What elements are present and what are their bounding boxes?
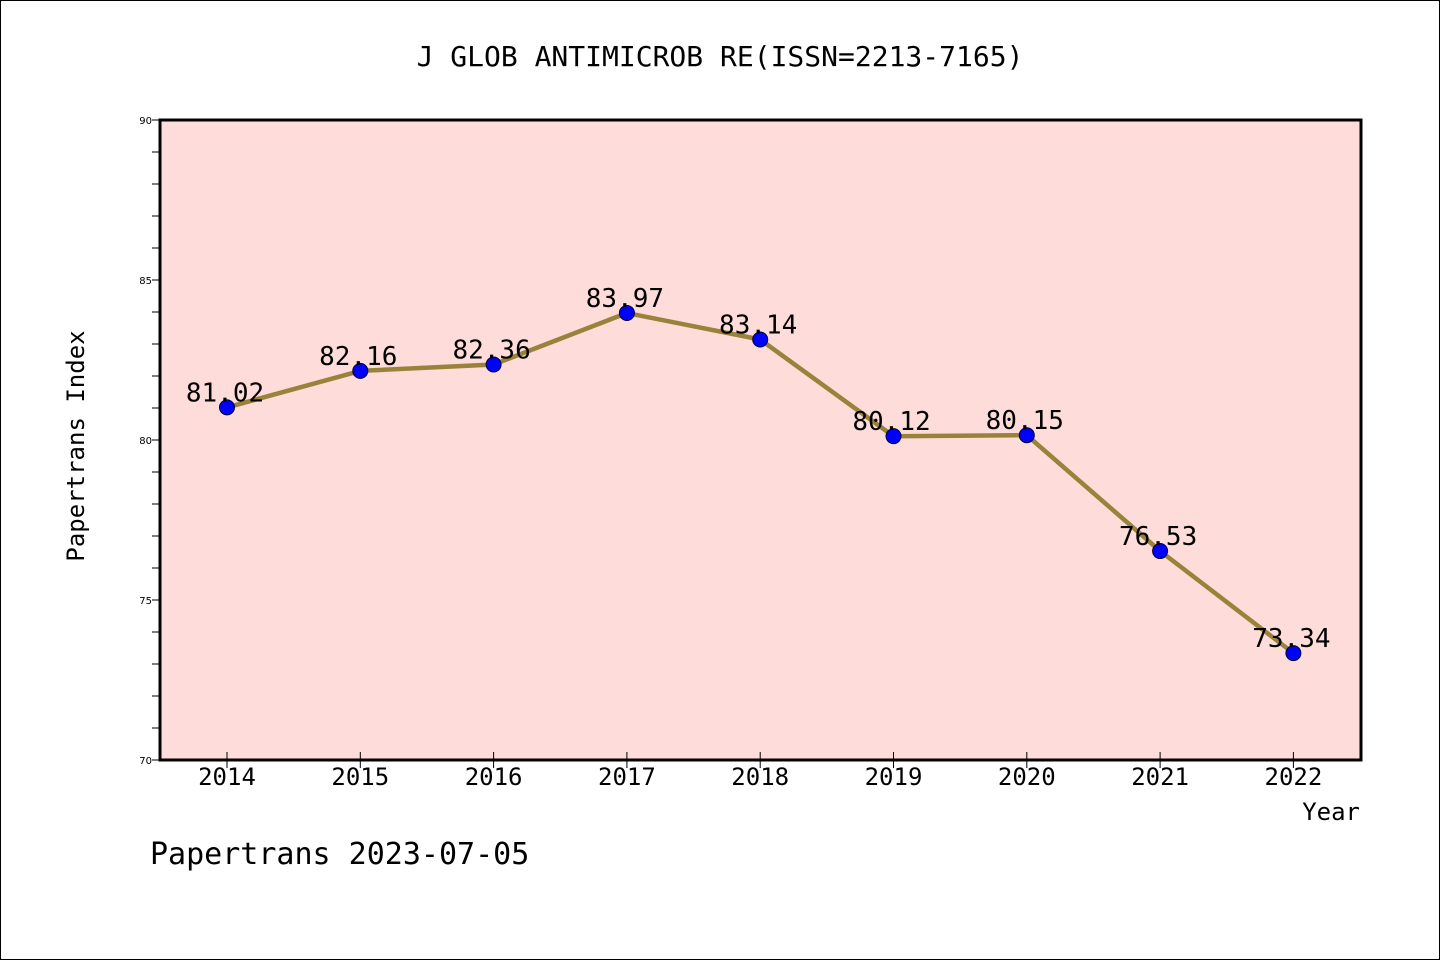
x-axis: 2014 2015 2016 2017 2018 2019 2020 2021 2022 — [198, 752, 1322, 791]
data-points — [219, 304, 1302, 662]
data-label: 76.53 — [1119, 522, 1197, 552]
data-point — [485, 356, 502, 373]
x-tick-label: 2014 — [198, 763, 256, 791]
y-tick-label: 90 — [139, 116, 152, 127]
y-axis: 70 75 80 85 90 — [139, 116, 160, 767]
chart-title: J GLOB ANTIMICROB RE(ISSN=2213-7165) — [417, 40, 1024, 73]
footer-text: Papertrans 2023-07-05 — [150, 837, 529, 872]
x-tick-label: 2016 — [465, 763, 523, 791]
plot-area — [160, 120, 1361, 760]
data-point — [1018, 427, 1035, 444]
data-point — [219, 399, 235, 416]
x-tick-label: 2020 — [998, 763, 1056, 791]
x-tick-label: 2019 — [865, 763, 923, 791]
data-label: 82.36 — [452, 335, 530, 365]
y-tick-label: 70 — [139, 756, 152, 767]
data-label: 81.02 — [186, 378, 264, 408]
data-point — [618, 304, 635, 321]
data-label: 80.12 — [852, 407, 930, 437]
x-tick-label: 2017 — [598, 763, 656, 791]
y-axis-label: Papertrans Index — [62, 330, 90, 561]
data-point — [885, 428, 902, 445]
plot-border — [158, 118, 1363, 762]
y-tick-label: 85 — [139, 276, 152, 287]
x-axis-label: Year — [1302, 798, 1360, 826]
data-point — [352, 362, 369, 379]
data-label: 80.15 — [986, 406, 1064, 436]
data-label: 83.97 — [586, 284, 664, 314]
x-tick-label: 2018 — [731, 763, 789, 791]
data-labels: 81.02 82.16 82.36 83.97 83.14 80.12 80.15 76.53… — [186, 284, 1331, 654]
x-tick-label: 2022 — [1265, 763, 1323, 791]
data-point — [1285, 645, 1302, 662]
x-tick-label: 2015 — [331, 763, 389, 791]
data-label: 82.16 — [319, 342, 397, 372]
y-tick-label: 80 — [139, 436, 152, 447]
data-label: 73.34 — [1252, 624, 1330, 654]
data-point — [1152, 543, 1169, 560]
x-tick-label: 2021 — [1131, 763, 1189, 791]
y-tick-label: 75 — [139, 596, 152, 607]
data-point — [752, 331, 769, 348]
data-label: 83.14 — [719, 311, 797, 341]
